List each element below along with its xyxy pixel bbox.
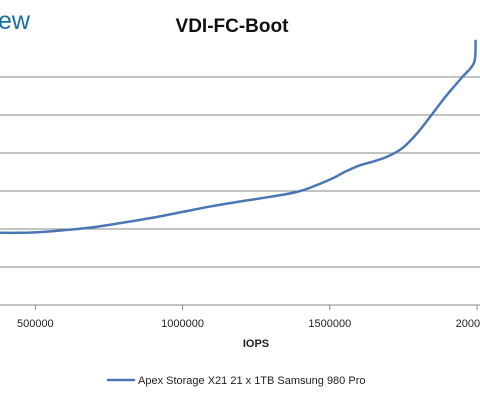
x-axis-title: IOPS xyxy=(243,338,269,350)
gridlines xyxy=(0,76,480,268)
x-tick-label: 1000000 xyxy=(161,318,204,330)
x-tick-label: 1500000 xyxy=(308,318,351,330)
legend-label: Apex Storage X21 21 x 1TB Samsung 980 Pr… xyxy=(138,375,365,387)
chart-title: VDI-FC-Boot xyxy=(176,16,290,37)
x-tick-label: 500000 xyxy=(17,318,54,330)
x-axis-ticks: 500000 1000000 1500000 2000000 xyxy=(17,305,480,330)
x-tick-label: 2000000 xyxy=(456,318,480,330)
series-line-0 xyxy=(0,39,477,235)
legend: Apex Storage X21 21 x 1TB Samsung 980 Pr… xyxy=(106,375,365,387)
series-group xyxy=(0,39,477,235)
watermark-logo-text: ew xyxy=(0,7,31,35)
